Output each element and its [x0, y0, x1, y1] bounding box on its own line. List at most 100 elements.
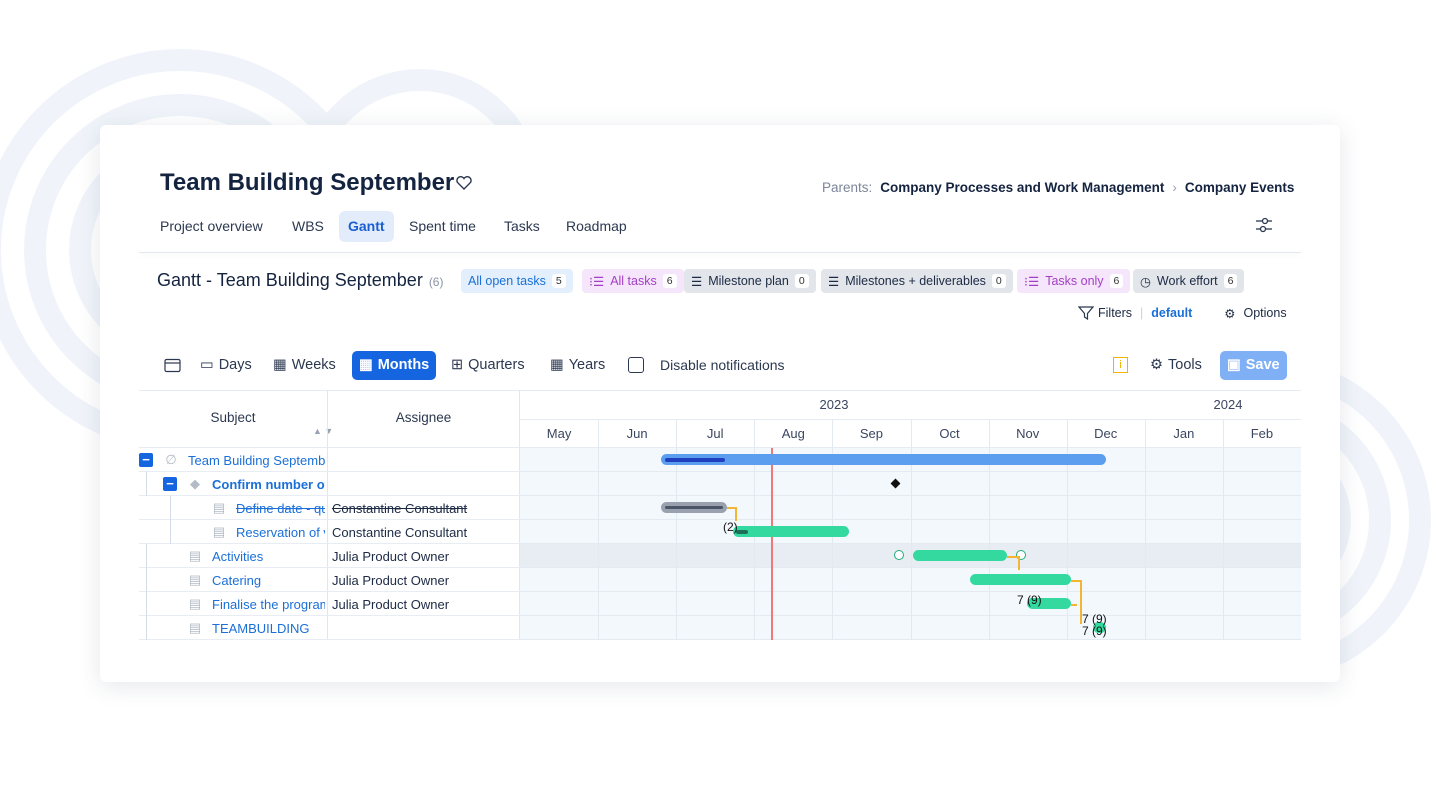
col-divider — [327, 390, 328, 640]
filter-icon — [1078, 306, 1094, 321]
month-line — [1222, 419, 1224, 640]
month-label: May — [546, 426, 572, 441]
zoom-label: Years — [568, 357, 606, 373]
collapse-toggle[interactable]: − — [139, 453, 153, 467]
gantt-bar[interactable] — [661, 454, 1106, 465]
row-icon: ▤ — [188, 596, 202, 611]
month-label: Feb — [1250, 426, 1274, 441]
tree-line — [170, 496, 171, 520]
favorite-icon[interactable] — [455, 174, 473, 192]
row-subject[interactable]: TEAMBUILDING — [212, 621, 310, 636]
row-subject[interactable]: Activities — [212, 549, 264, 564]
month-line — [1144, 419, 1146, 640]
tree-line — [146, 472, 147, 496]
checkbox-label[interactable]: Disable notifications — [660, 357, 785, 373]
save-button[interactable]: ▣ Save — [1220, 351, 1287, 380]
row-subject[interactable]: Reservation of venue — [236, 525, 325, 540]
icon: ⁝☰ — [1024, 274, 1040, 289]
tab[interactable]: Tasks — [504, 218, 540, 234]
zoom-button[interactable]: ▦ Weeks — [266, 351, 343, 380]
gantt-bar[interactable] — [1027, 598, 1071, 609]
query-chip[interactable]: ☰ Milestones + deliverables 0 — [821, 269, 1013, 293]
row-line — [139, 519, 520, 520]
bar-label: 7 (9) — [1082, 612, 1107, 626]
row-subject[interactable]: Define date - questionnaire — [236, 501, 325, 516]
query-label: All tasks — [610, 274, 657, 288]
dependency — [1080, 580, 1082, 624]
row-assignee: Julia Product Owner — [332, 549, 450, 564]
row-icon: ◆ — [190, 476, 200, 491]
query-chip[interactable]: All open tasks 5 — [461, 269, 573, 293]
query-chip[interactable]: ☰ Milestone plan 0 — [684, 269, 816, 293]
zoom-button[interactable]: ▦ Years — [543, 351, 612, 380]
info-icon[interactable]: i — [1113, 357, 1128, 373]
row-assignee: Julia Product Owner — [332, 597, 450, 612]
row-line — [139, 639, 520, 640]
parent-link[interactable]: Company Processes and Work Management — [880, 180, 1165, 195]
filter-value[interactable]: default — [1151, 306, 1193, 320]
icon: ⊞ — [451, 357, 464, 373]
tab[interactable]: Spent time — [409, 218, 476, 234]
tab[interactable]: Gantt — [339, 211, 394, 242]
separator: | — [1140, 306, 1144, 320]
column-header: Assignee — [395, 410, 452, 425]
tree-line — [146, 616, 147, 640]
month-label: Jun — [626, 426, 648, 441]
month-label: Nov — [1016, 426, 1040, 441]
collapse-toggle[interactable]: − — [163, 477, 177, 491]
separator: › — [1172, 180, 1177, 195]
tab[interactable]: Roadmap — [566, 218, 627, 234]
gantt-bar[interactable] — [1093, 622, 1106, 633]
tab[interactable]: Project overview — [160, 218, 263, 234]
gantt-count: (6) — [428, 275, 444, 289]
query-count: 6 — [1223, 274, 1238, 288]
row-line — [139, 495, 520, 496]
gantt-bar[interactable] — [733, 526, 849, 537]
dependency — [1018, 556, 1020, 570]
zoom-label: Days — [218, 357, 252, 373]
gantt-heading: Gantt - Team Building September (6) — [157, 270, 443, 291]
row-subject[interactable]: Team Building September — [188, 453, 325, 468]
query-chip[interactable]: ◷ Work effort 6 — [1133, 269, 1245, 293]
tools-button[interactable]: ⚙ Tools — [1143, 351, 1209, 380]
options-icon: ⚙ — [1224, 306, 1236, 321]
icon: ☰ — [691, 274, 703, 289]
column-header[interactable]: Subject — [210, 410, 256, 425]
options-button[interactable]: Options — [1243, 306, 1287, 320]
col-divider — [519, 390, 520, 640]
month-line — [1066, 419, 1068, 640]
icon: ▦ — [550, 357, 564, 373]
query-chip[interactable]: ⁝☰ All tasks 6 — [582, 269, 684, 293]
row-subject[interactable]: Catering — [212, 573, 262, 588]
save-label: Save — [1245, 357, 1280, 373]
tab[interactable]: WBS — [292, 218, 324, 234]
zoom-button[interactable]: ▦ Months — [352, 351, 437, 380]
gantt-bar[interactable] — [913, 550, 1007, 561]
dependency — [1071, 580, 1081, 582]
breadcrumb: Parents: Company Processes and Work Mana… — [822, 180, 1294, 195]
row-subject[interactable]: Confirm number of participants — [212, 477, 325, 492]
row-icon: ▤ — [188, 572, 202, 587]
gantt-title: Gantt - Team Building September — [157, 270, 423, 290]
parent-link[interactable]: Company Events — [1184, 180, 1295, 195]
query-label: Tasks only — [1045, 274, 1104, 288]
year-label: 2023 — [819, 397, 849, 412]
gantt-bar[interactable] — [970, 574, 1071, 585]
row-icon: ▤ — [212, 524, 226, 539]
checkbox[interactable] — [628, 357, 644, 373]
month-line — [598, 419, 600, 640]
zoom-button[interactable]: ▭ Days — [193, 351, 259, 380]
zoom-button[interactable]: ⊞ Quarters — [444, 351, 532, 380]
query-label: Milestones + deliverables — [845, 274, 986, 288]
month-line — [910, 419, 912, 640]
month-label: Jan — [1173, 426, 1195, 441]
calendar-icon[interactable] — [164, 357, 181, 373]
icon: ◷ — [1140, 274, 1151, 289]
month-label: Jul — [706, 426, 724, 441]
settings-icon[interactable] — [1254, 215, 1274, 235]
month-line — [676, 419, 678, 640]
row-subject[interactable]: Finalise the program — [212, 597, 325, 612]
query-chip[interactable]: ⁝☰ Tasks only 6 — [1017, 269, 1131, 293]
year-label: 2024 — [1213, 397, 1243, 412]
filters-button[interactable]: Filters — [1098, 306, 1133, 320]
